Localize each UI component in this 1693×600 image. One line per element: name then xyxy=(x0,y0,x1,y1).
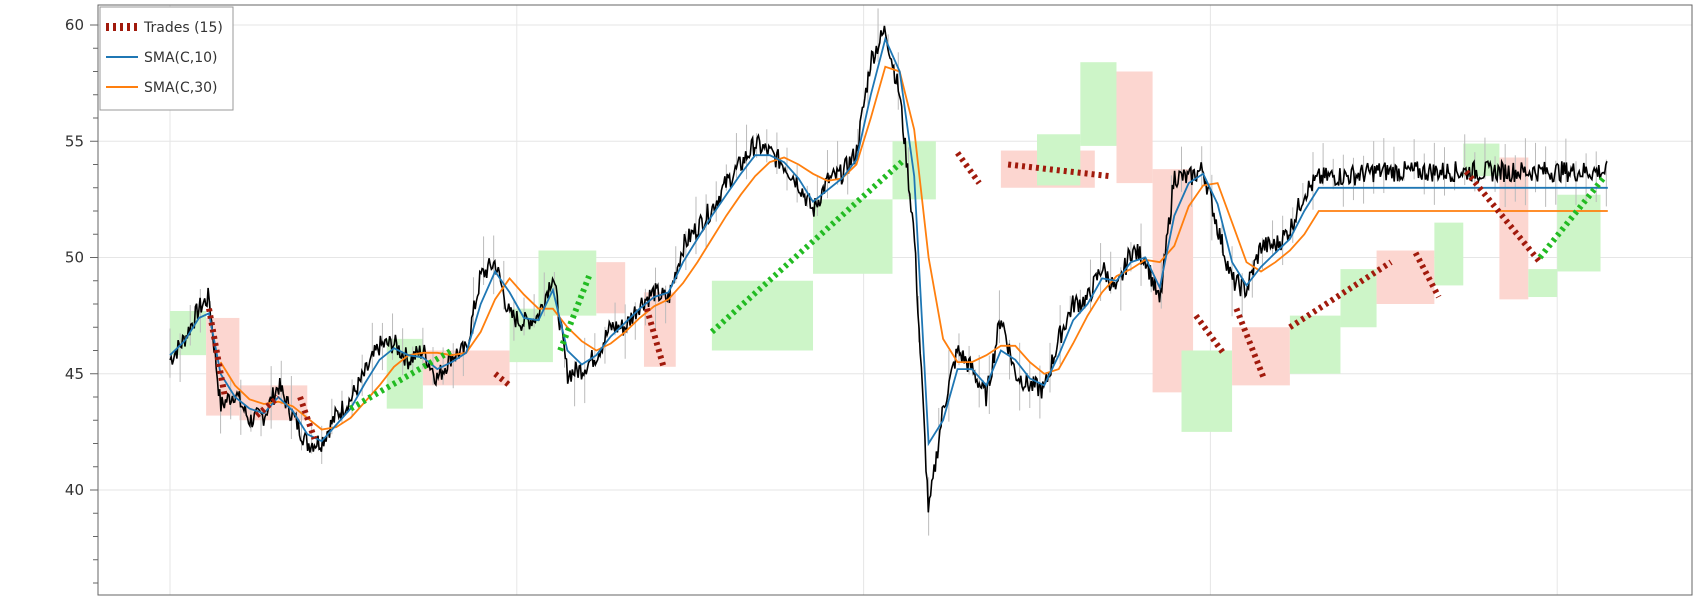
price-series xyxy=(169,8,1608,536)
winning-trade-marker xyxy=(1537,174,1608,260)
legend-sma10-label: SMA(C,10) xyxy=(144,50,218,66)
winning-trade-zone xyxy=(1181,350,1233,432)
losing-trade-zone xyxy=(1116,71,1153,184)
legend[interactable]: Trades (15) SMA(C,10) SMA(C,30) xyxy=(99,6,234,111)
grid-layer xyxy=(98,5,1692,595)
winning-trade-marker xyxy=(349,347,454,412)
winning-trade-zone xyxy=(1080,62,1117,146)
y-tick-label: 40 xyxy=(65,481,84,499)
losing-trade-zone xyxy=(422,350,510,386)
y-tick-label: 50 xyxy=(65,249,84,267)
trade-zones xyxy=(170,62,1601,432)
losing-trade-marker xyxy=(1193,313,1228,357)
plot-frame xyxy=(97,4,1693,596)
sma30-line xyxy=(219,65,1608,431)
legend-sma30-label: SMA(C,30) xyxy=(144,80,218,96)
losing-trade-marker xyxy=(206,308,228,398)
price-candles xyxy=(169,25,1608,513)
winning-trade-zone xyxy=(1528,269,1558,298)
y-tick-label: 60 xyxy=(65,16,84,34)
losing-trade-marker xyxy=(1288,259,1393,330)
y-tick-label: 45 xyxy=(65,365,84,383)
legend-trades-label: Trades (15) xyxy=(143,20,223,36)
winning-trade-zone xyxy=(1434,222,1464,286)
losing-trade-marker xyxy=(1007,161,1110,180)
sma-lines xyxy=(169,36,1608,447)
winning-trade-zone xyxy=(813,199,893,274)
trade-markers xyxy=(206,151,1608,440)
losing-trade-marker xyxy=(493,371,512,388)
y-axis: 40 45 50 55 60 xyxy=(65,16,98,584)
losing-trade-marker xyxy=(1463,169,1543,265)
winning-trade-marker xyxy=(709,157,907,335)
losing-trade-marker xyxy=(955,151,982,185)
losing-trade-marker xyxy=(1233,307,1267,380)
losing-trade-marker xyxy=(297,396,318,440)
losing-trade-zone xyxy=(1376,250,1435,304)
losing-trade-marker xyxy=(254,394,281,418)
sma10-line xyxy=(169,36,1608,447)
losing-trade-marker xyxy=(1412,251,1442,299)
y-tick-label: 55 xyxy=(65,132,84,150)
losing-trade-zone xyxy=(596,262,626,314)
winning-trade-zone xyxy=(1037,134,1081,186)
winning-trade-zone xyxy=(1340,269,1377,328)
